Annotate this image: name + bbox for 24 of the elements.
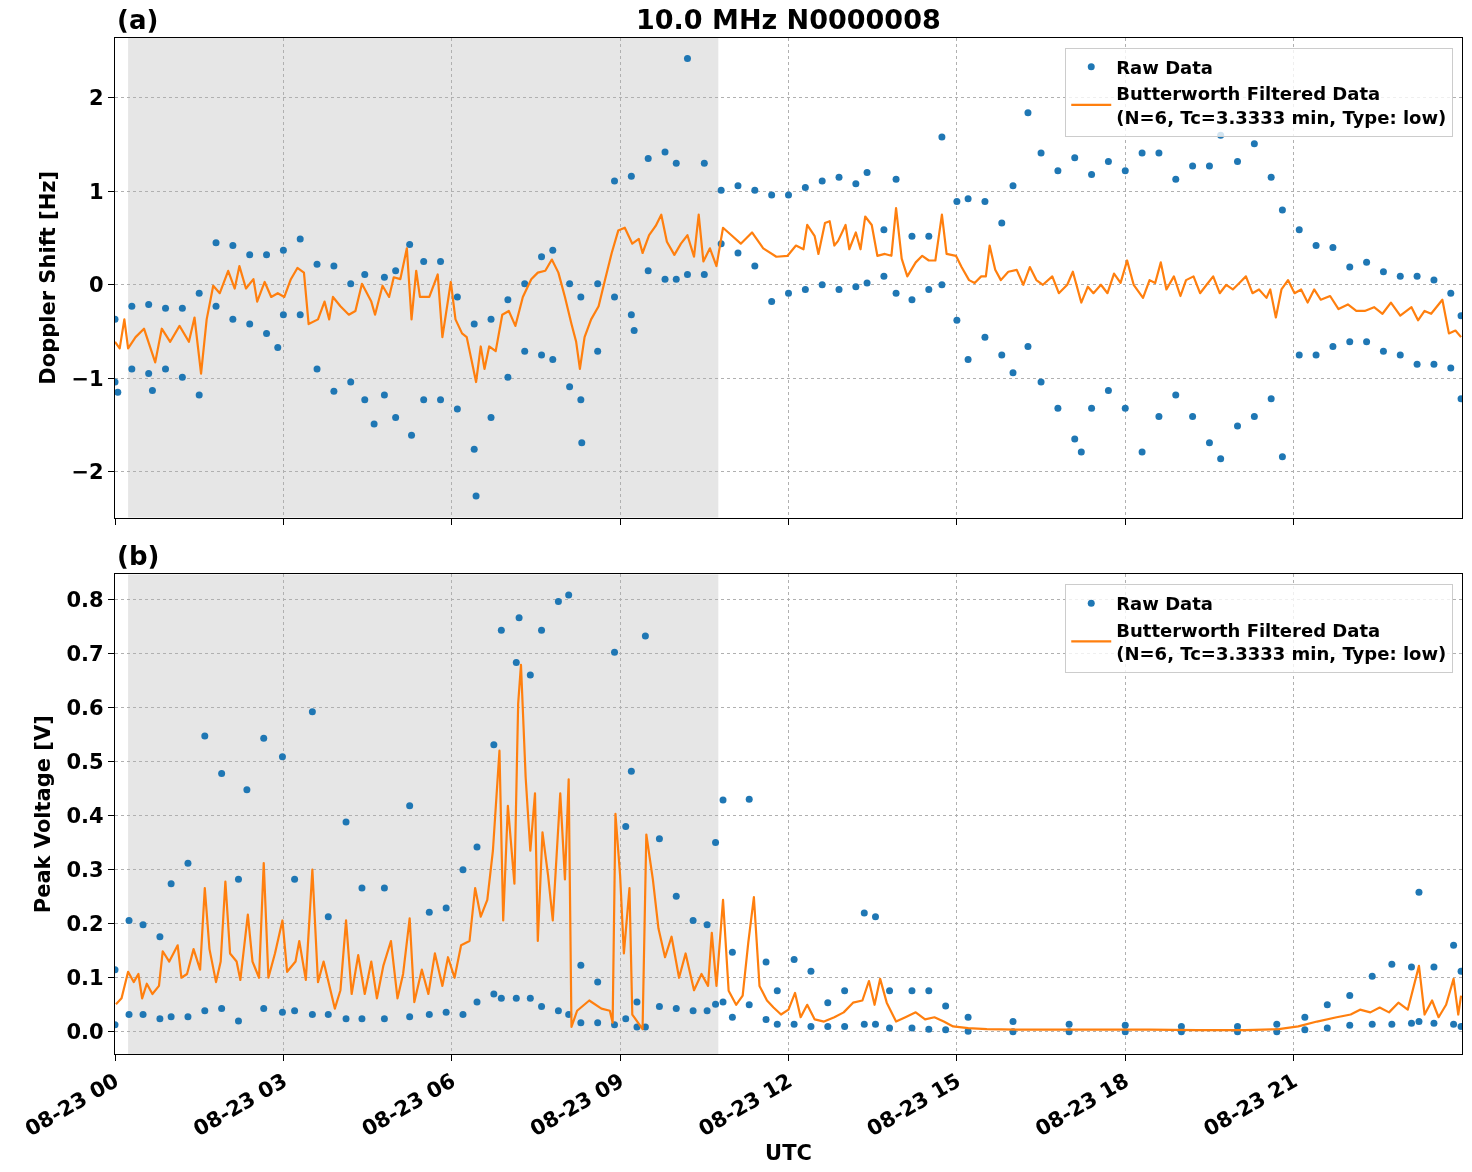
- text: (a): [117, 5, 159, 35]
- y-tick-label: 0.1: [66, 966, 104, 991]
- y-tick-label: 0.7: [66, 641, 104, 666]
- y-tick-label: 0.6: [66, 695, 104, 720]
- legend-label: Butterworth Filtered Data (N=6, Tc=3.3333 min, Type: low): [1116, 619, 1447, 665]
- chart-title: 10.0 MHz N0000008: [636, 4, 941, 35]
- y-tick-label: 0.2: [66, 912, 104, 937]
- legend-label: Raw Data: [1116, 593, 1213, 615]
- text: (b): [117, 541, 160, 571]
- y-tick-label: 0: [89, 273, 104, 298]
- legend-label: Butterworth Filtered Data (N=6, Tc=3.3333 min, Type: low): [1116, 83, 1447, 128]
- y-tick-label: −2: [71, 460, 104, 485]
- y-tick-label: 0.4: [66, 803, 104, 828]
- y-tick-label: 1: [89, 179, 104, 204]
- y-tick-label: 2: [89, 86, 104, 111]
- x-axis-title: UTC: [765, 1141, 812, 1166]
- legend-label: Raw Data: [1116, 56, 1213, 78]
- y-tick-label: 0.0: [66, 1020, 104, 1045]
- y-tick-label: 0.5: [66, 749, 104, 774]
- y-tick-label: 0.3: [66, 857, 104, 882]
- y-axis-title: Peak Voltage [V]: [30, 715, 55, 914]
- y-axis-title: Doppler Shift [Hz]: [35, 170, 60, 385]
- y-tick-label: 0.8: [66, 587, 104, 612]
- y-tick-label: −1: [71, 366, 104, 391]
